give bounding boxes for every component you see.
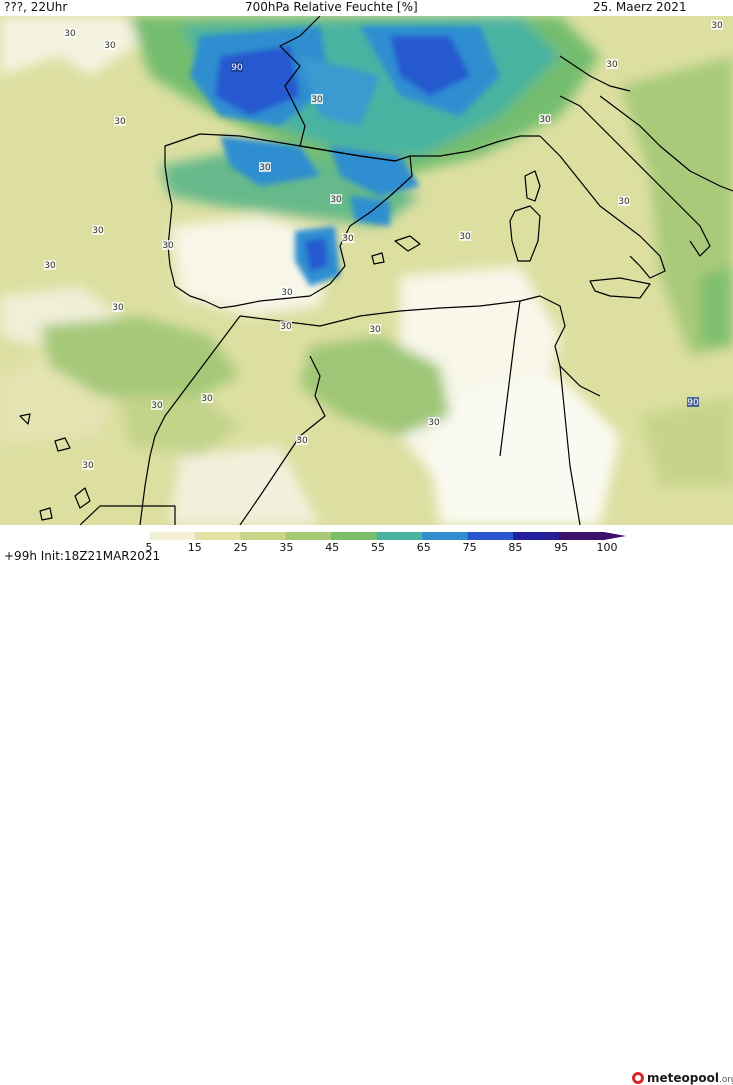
contour-label: 30 [711, 21, 723, 31]
contour-label: 30 [82, 461, 94, 471]
header: ???, 22Uhr 700hPa Relative Feuchte [%] 2… [0, 0, 733, 16]
contour-label: 30 [151, 401, 163, 411]
contour-label-bg [369, 324, 381, 334]
contour-label: 30 [280, 322, 292, 332]
contour-label-bg [280, 321, 292, 331]
legend-swatch [240, 532, 287, 540]
contour-label-bg [82, 460, 94, 470]
legend-tick-label: 35 [279, 541, 294, 554]
legend-swatch [149, 532, 196, 540]
legend-tick-label: 5 [145, 541, 153, 554]
contour-label: 30 [369, 325, 381, 335]
contour-label: 30 [428, 418, 440, 428]
legend-swatch [513, 532, 560, 540]
init-time-label: +99h Init:18Z21MAR2021 [4, 549, 161, 563]
contour-label: 30 [104, 41, 116, 51]
contour-label: 30 [342, 234, 354, 244]
legend-swatch [467, 532, 514, 540]
contour-label: 30 [162, 241, 174, 251]
contour-label-bg [151, 400, 163, 410]
contour-label: 30 [281, 288, 293, 298]
legend-swatch [331, 532, 378, 540]
contour-label: 90 [687, 398, 699, 408]
contour-label-bg [44, 260, 56, 270]
contour-label-bg [92, 225, 104, 235]
legend-tick-label: 95 [554, 541, 569, 554]
legend-swatch [104, 532, 150, 540]
contour-label-bg [259, 162, 271, 172]
contour-label-bg [330, 194, 342, 204]
humidity-map: 30 30 30 30 30 30 30 30 30 30 30 30 30 30 30 30 30 30 30 30… [0, 16, 733, 525]
legend-swatch [194, 532, 241, 540]
contour-label-bg [104, 40, 116, 50]
contour-label: 30 [259, 163, 271, 173]
contour-label: 30 [618, 197, 630, 207]
contour-label: 90 [231, 63, 243, 73]
contour-labels: 30 30 30 30 30 30 30 30 30 30 30 30 30 30 30 30 30 30 30 30… [44, 20, 723, 471]
legend-tick-label: 75 [462, 541, 477, 554]
contour-label-bg [539, 114, 551, 124]
contour-label-bg [281, 287, 293, 297]
contour-label: 30 [64, 29, 76, 39]
contour-label-bg [687, 397, 699, 407]
contour-label-bg [162, 240, 174, 250]
contour-label: 30 [606, 60, 618, 70]
contour-label-bg [231, 62, 243, 72]
contour-label-bg [606, 59, 618, 69]
map-title: 700hPa Relative Feuchte [%] [245, 0, 418, 14]
forecast-date: 25. Maerz 2021 [593, 0, 687, 14]
legend-swatch [285, 532, 332, 540]
contour-label: 30 [44, 261, 56, 271]
legend-tick-label: 100 [596, 541, 618, 554]
color-legend-bar [104, 532, 626, 540]
contour-label-bg [618, 196, 630, 206]
footer: +99h Init:18Z21MAR2021 meteopool.org [0, 525, 733, 1085]
legend-tick-label: 25 [233, 541, 248, 554]
contour-label: 30 [201, 394, 213, 404]
legend-tick-label: 45 [325, 541, 340, 554]
legend-swatch [558, 532, 605, 540]
contour-label: 30 [539, 115, 551, 125]
contour-label: 30 [459, 232, 471, 242]
legend-swatch [376, 532, 423, 540]
contour-label: 30 [311, 95, 323, 105]
legend-tick-label: 65 [416, 541, 431, 554]
contour-label-bg [296, 435, 308, 445]
contour-label-bg [311, 94, 323, 104]
contour-label-bg [201, 393, 213, 403]
logo-icon [632, 1072, 644, 1084]
valid-time-label: ???, 22Uhr [4, 0, 68, 14]
contour-label-bg [459, 231, 471, 241]
legend-tick-label: 85 [508, 541, 523, 554]
meteopool-logo: meteopool.org [632, 1071, 733, 1085]
contour-label: 30 [296, 436, 308, 446]
contour-label-bg [64, 28, 76, 38]
contour-label: 30 [112, 303, 124, 313]
contour-label-bg [428, 417, 440, 427]
legend-tick-label: 55 [371, 541, 385, 554]
contour-label-bg [342, 233, 354, 243]
contour-label-bg [114, 116, 126, 126]
contour-label: 30 [92, 226, 104, 236]
contour-label: 30 [330, 195, 342, 205]
legend-swatch [422, 532, 469, 540]
legend-tick-label: 15 [187, 541, 202, 554]
legend-arrow [604, 532, 626, 540]
contour-label: 30 [114, 117, 126, 127]
contour-label-bg [711, 20, 723, 30]
contour-label-bg [112, 302, 124, 312]
